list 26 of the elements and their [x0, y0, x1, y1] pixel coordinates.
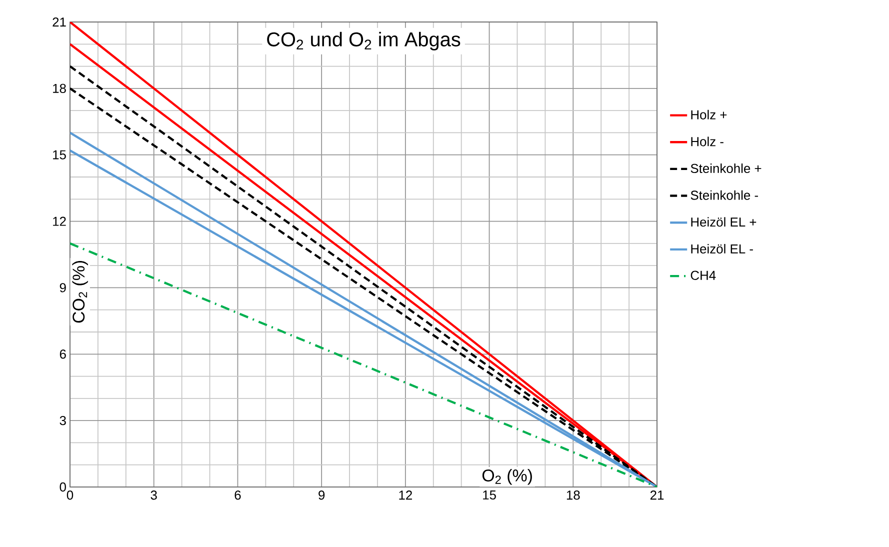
y-tick-label: 3: [60, 416, 66, 426]
y-tick-label: 15: [53, 150, 66, 160]
x-tick-label: 12: [399, 490, 412, 500]
legend-label: Holz -: [691, 136, 724, 146]
legend-label: Steinkohle -: [690, 190, 758, 200]
legend-label: Steinkohle +: [690, 164, 762, 174]
x-tick-label: 18: [566, 490, 580, 500]
legend-label: Heizöl EL +: [691, 217, 756, 227]
y-tick-label: 12: [53, 216, 66, 226]
y-tick-label: 18: [53, 84, 66, 94]
x-tick-label: 0: [66, 490, 74, 500]
y-tick-label: 9: [60, 283, 66, 292]
legend-label: CH4: [690, 270, 716, 280]
x-tick-label: 21: [650, 490, 664, 500]
legend-label: Holz +: [691, 110, 727, 120]
legend-label: Heizöl EL -: [691, 244, 753, 254]
x-tick-label: 6: [234, 490, 241, 500]
y-tick-label: 6: [60, 350, 66, 359]
x-axis-title: O$_{2}$ (%): [482, 469, 532, 485]
chart-title: CO$_{2}$ und O$_{2}$ im Abgas: [267, 32, 460, 50]
x-tick-label: 9: [318, 490, 325, 500]
y-tick-label: 21: [52, 17, 66, 27]
y-tick-label: 0: [60, 482, 66, 492]
y-axis-title: CO$_{2}$ (%): [72, 260, 88, 323]
x-tick-label: 15: [483, 490, 496, 500]
x-tick-label: 3: [150, 490, 157, 500]
